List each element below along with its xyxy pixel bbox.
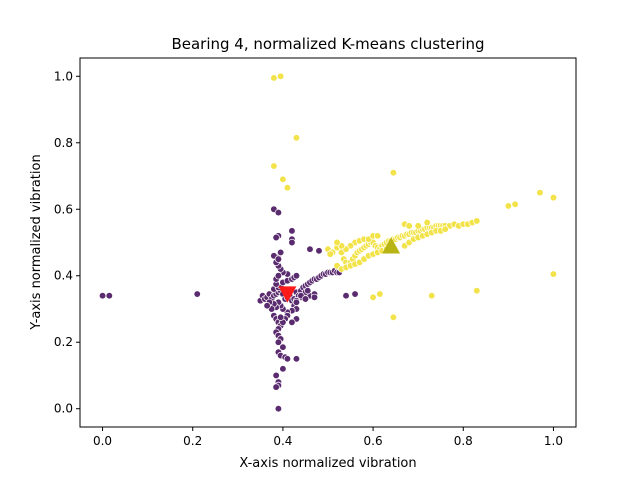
- cluster-2-point: [549, 193, 558, 202]
- cluster-2-point: [373, 232, 382, 240]
- cluster-1-point: [274, 405, 283, 413]
- cluster-2-point: [405, 222, 413, 230]
- cluster-2-centroid: [382, 237, 401, 254]
- y-axis-ticks: 0.0 0.2 0.4 0.6 0.8 1.0: [54, 69, 80, 416]
- plot-frame: [79, 57, 577, 428]
- cluster-1-point: [283, 355, 292, 363]
- cluster-2-point: [270, 74, 278, 82]
- cluster-1-point: [301, 295, 310, 303]
- y-tick-label: 1.0: [54, 69, 73, 83]
- cluster-2-point: [376, 290, 384, 298]
- cluster-1-point: [277, 313, 285, 321]
- x-tick-label: 0.0: [93, 434, 112, 448]
- cluster-2-point: [549, 270, 558, 278]
- chart-title: Bearing 4, normalized K-means clustering: [171, 35, 484, 53]
- cluster-1-point: [288, 318, 296, 326]
- cluster-2-point: [389, 169, 398, 177]
- cluster-2-point: [326, 250, 334, 258]
- x-tick-label: 0.4: [273, 434, 292, 448]
- cluster-1-point: [272, 383, 280, 391]
- x-tick-label: 0.8: [454, 434, 473, 448]
- cluster-2-point: [414, 222, 422, 230]
- cluster-1-point: [288, 227, 296, 235]
- cluster-1-point: [342, 292, 350, 300]
- cluster-1-point: [272, 371, 280, 380]
- x-tick-label: 0.2: [183, 434, 202, 448]
- cluster-2-point: [369, 293, 377, 302]
- y-tick-label: 0.8: [54, 136, 73, 150]
- cluster-1-point: [274, 338, 283, 346]
- cluster-1-point: [98, 292, 107, 300]
- centroids-layer: [278, 237, 401, 303]
- cluster-1-point: [274, 208, 283, 217]
- cluster-2-point: [292, 134, 301, 142]
- x-tick-label: 0.6: [364, 434, 383, 448]
- cluster-1-point: [292, 272, 301, 280]
- cluster-2-point: [511, 200, 519, 208]
- y-tick-label: 0.4: [54, 269, 73, 283]
- cluster-2-point: [428, 292, 436, 300]
- cluster-1-point: [304, 287, 312, 295]
- x-axis-label: X-axis normalized vibration: [239, 456, 416, 471]
- cluster-2-point: [441, 225, 449, 233]
- cluster-2-point: [473, 287, 481, 295]
- cluster-1-point: [306, 245, 314, 253]
- x-axis-ticks: 0.0 0.2 0.4 0.6 0.8 1.0: [93, 427, 563, 448]
- cluster-1-point: [279, 365, 287, 373]
- cluster-2-point: [473, 217, 481, 225]
- y-tick-label: 0.2: [54, 335, 73, 349]
- cluster-1-point: [288, 238, 296, 247]
- cluster-2-point: [504, 202, 513, 210]
- cluster-1-point: [105, 292, 113, 300]
- cluster-2-point: [270, 162, 278, 170]
- cluster-1-point: [315, 247, 323, 255]
- cluster-2-point: [277, 72, 285, 80]
- cluster-2-point: [279, 175, 287, 183]
- cluster-2-point: [333, 238, 341, 247]
- cluster-1-point: [279, 343, 287, 351]
- cluster-1-point: [193, 290, 201, 298]
- cluster-1-point: [272, 233, 280, 242]
- cluster-1-point: [292, 355, 301, 363]
- y-tick-label: 0.0: [54, 402, 73, 416]
- y-tick-label: 0.6: [54, 202, 73, 216]
- cluster-1-centroid: [278, 286, 297, 303]
- cluster-1-point: [310, 293, 319, 302]
- cluster-1-point: [274, 255, 283, 263]
- cluster-2-point: [536, 188, 544, 197]
- cluster-1-point: [274, 272, 283, 280]
- cluster-2-point: [283, 183, 292, 192]
- y-axis-label: Y-axis normalized vibration: [29, 154, 44, 330]
- cluster-1-point: [292, 298, 301, 306]
- cluster-2-point: [423, 218, 431, 227]
- x-tick-label: 1.0: [544, 434, 563, 448]
- cluster-1-point: [277, 248, 285, 257]
- cluster-1-point: [263, 302, 271, 310]
- cluster-1-point: [351, 290, 359, 298]
- cluster-2-point: [389, 313, 398, 321]
